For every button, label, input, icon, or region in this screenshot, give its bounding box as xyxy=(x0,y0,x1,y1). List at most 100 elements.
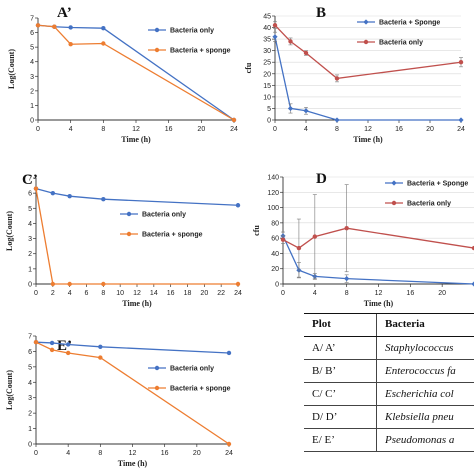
x-tick-label: 16 xyxy=(395,126,403,133)
legend-marker xyxy=(126,211,132,217)
data-point xyxy=(52,24,57,29)
y-tick-label: 0 xyxy=(30,118,34,125)
y-tick-label: 5 xyxy=(28,364,32,371)
y-tick-label: 3 xyxy=(28,395,32,402)
series-line xyxy=(35,187,239,206)
data-point xyxy=(272,34,278,40)
header-plot: Plot xyxy=(304,313,377,337)
legend-label: Bacteria only xyxy=(379,40,423,47)
data-point xyxy=(68,42,73,47)
data-point xyxy=(98,344,103,349)
organism-table: Plot Bacteria A/ A’ Staphylococcus B/ B’… xyxy=(304,313,474,452)
y-tick-label: 1 xyxy=(28,266,32,273)
data-point xyxy=(344,226,349,231)
data-point xyxy=(33,186,39,191)
data-point xyxy=(98,355,103,360)
x-tick-label: 20 xyxy=(438,290,446,297)
data-point xyxy=(35,23,41,28)
table-cell-bacteria: Klebsiella pneu xyxy=(376,405,474,429)
data-point xyxy=(458,117,464,123)
y-tick-label: 80 xyxy=(271,220,279,227)
x-tick-label: 10 xyxy=(116,290,124,297)
data-point xyxy=(49,340,55,346)
x-tick-label: 2 xyxy=(51,290,55,297)
y-axis-label: Log(Count) xyxy=(7,49,16,89)
table-cell-plot: B/ B’ xyxy=(304,359,377,383)
y-tick-label: 2 xyxy=(28,251,32,258)
data-point xyxy=(101,41,106,46)
legend-label: Bacteria only xyxy=(170,28,214,35)
y-tick-label: 10 xyxy=(263,94,271,101)
data-point xyxy=(303,50,309,56)
data-point xyxy=(101,26,106,31)
x-tick-label: 20 xyxy=(200,290,208,297)
table-cell-plot: A/ A’ xyxy=(304,336,377,360)
data-point xyxy=(68,25,73,30)
y-tick-label: 0 xyxy=(267,118,271,125)
legend-marker xyxy=(126,231,132,237)
data-point xyxy=(471,281,474,287)
data-point xyxy=(280,237,286,242)
y-tick-label: 35 xyxy=(263,37,271,44)
x-tick-label: 20 xyxy=(193,450,201,457)
x-tick-label: 12 xyxy=(375,290,383,297)
data-point xyxy=(101,281,106,287)
x-tick-label: 12 xyxy=(129,450,137,457)
data-point xyxy=(101,197,106,202)
y-tick-label: 7 xyxy=(28,334,32,341)
x-tick-label: 8 xyxy=(335,126,339,133)
y-tick-label: 7 xyxy=(28,176,32,183)
legend-marker xyxy=(154,365,160,371)
header-bacteria: Bacteria xyxy=(376,313,474,337)
x-tick-label: 18 xyxy=(184,290,192,297)
y-tick-label: 2 xyxy=(28,411,32,418)
x-tick-label: 14 xyxy=(150,290,158,297)
y-tick-label: 40 xyxy=(271,251,279,258)
data-point xyxy=(67,281,72,287)
data-point xyxy=(471,245,474,251)
y-tick-label: 120 xyxy=(267,190,279,197)
table-row: B/ B’ Enterococcus fa xyxy=(304,359,474,383)
x-tick-label: 4 xyxy=(313,290,317,297)
data-point xyxy=(458,60,464,65)
data-point xyxy=(288,39,293,44)
x-tick-label: 16 xyxy=(161,450,169,457)
x-tick-label: 0 xyxy=(34,290,38,297)
x-tick-label: 20 xyxy=(197,126,205,133)
y-tick-label: 2 xyxy=(30,88,34,95)
legend-label: Bacteria + Sponge xyxy=(407,181,468,188)
data-point xyxy=(344,276,350,282)
x-tick-label: 24 xyxy=(230,126,238,133)
y-axis-label: cfu xyxy=(252,225,261,236)
y-tick-label: 0 xyxy=(28,442,32,449)
y-tick-label: 5 xyxy=(267,106,271,113)
legend-label: Bacteria only xyxy=(407,201,451,208)
y-tick-label: 140 xyxy=(267,175,279,182)
y-tick-label: 60 xyxy=(271,236,279,243)
series-line xyxy=(274,24,462,80)
data-point xyxy=(226,441,232,447)
x-tick-label: 6 xyxy=(85,290,89,297)
table-cell-bacteria: Escherichia col xyxy=(376,382,474,406)
legend-label: Bacteria only xyxy=(142,212,186,219)
data-point xyxy=(287,105,294,112)
legend-label: Bacteria + Sponge xyxy=(379,20,440,27)
y-tick-label: 3 xyxy=(28,236,32,243)
y-tick-label: 25 xyxy=(263,60,271,67)
x-tick-label: 4 xyxy=(304,126,308,133)
data-point xyxy=(65,350,71,356)
data-point xyxy=(235,281,241,287)
x-tick-label: 8 xyxy=(101,126,105,133)
legend-marker xyxy=(154,385,160,391)
x-tick-label: 12 xyxy=(133,290,141,297)
x-tick-label: 4 xyxy=(66,450,70,457)
x-tick-label: 20 xyxy=(426,126,434,133)
y-tick-label: 4 xyxy=(28,380,32,387)
legend-label: Bacteria + sponge xyxy=(142,232,203,239)
table-cell-bacteria: Staphylococcus xyxy=(376,336,474,360)
legend-marker xyxy=(363,39,369,45)
data-point xyxy=(226,350,232,356)
